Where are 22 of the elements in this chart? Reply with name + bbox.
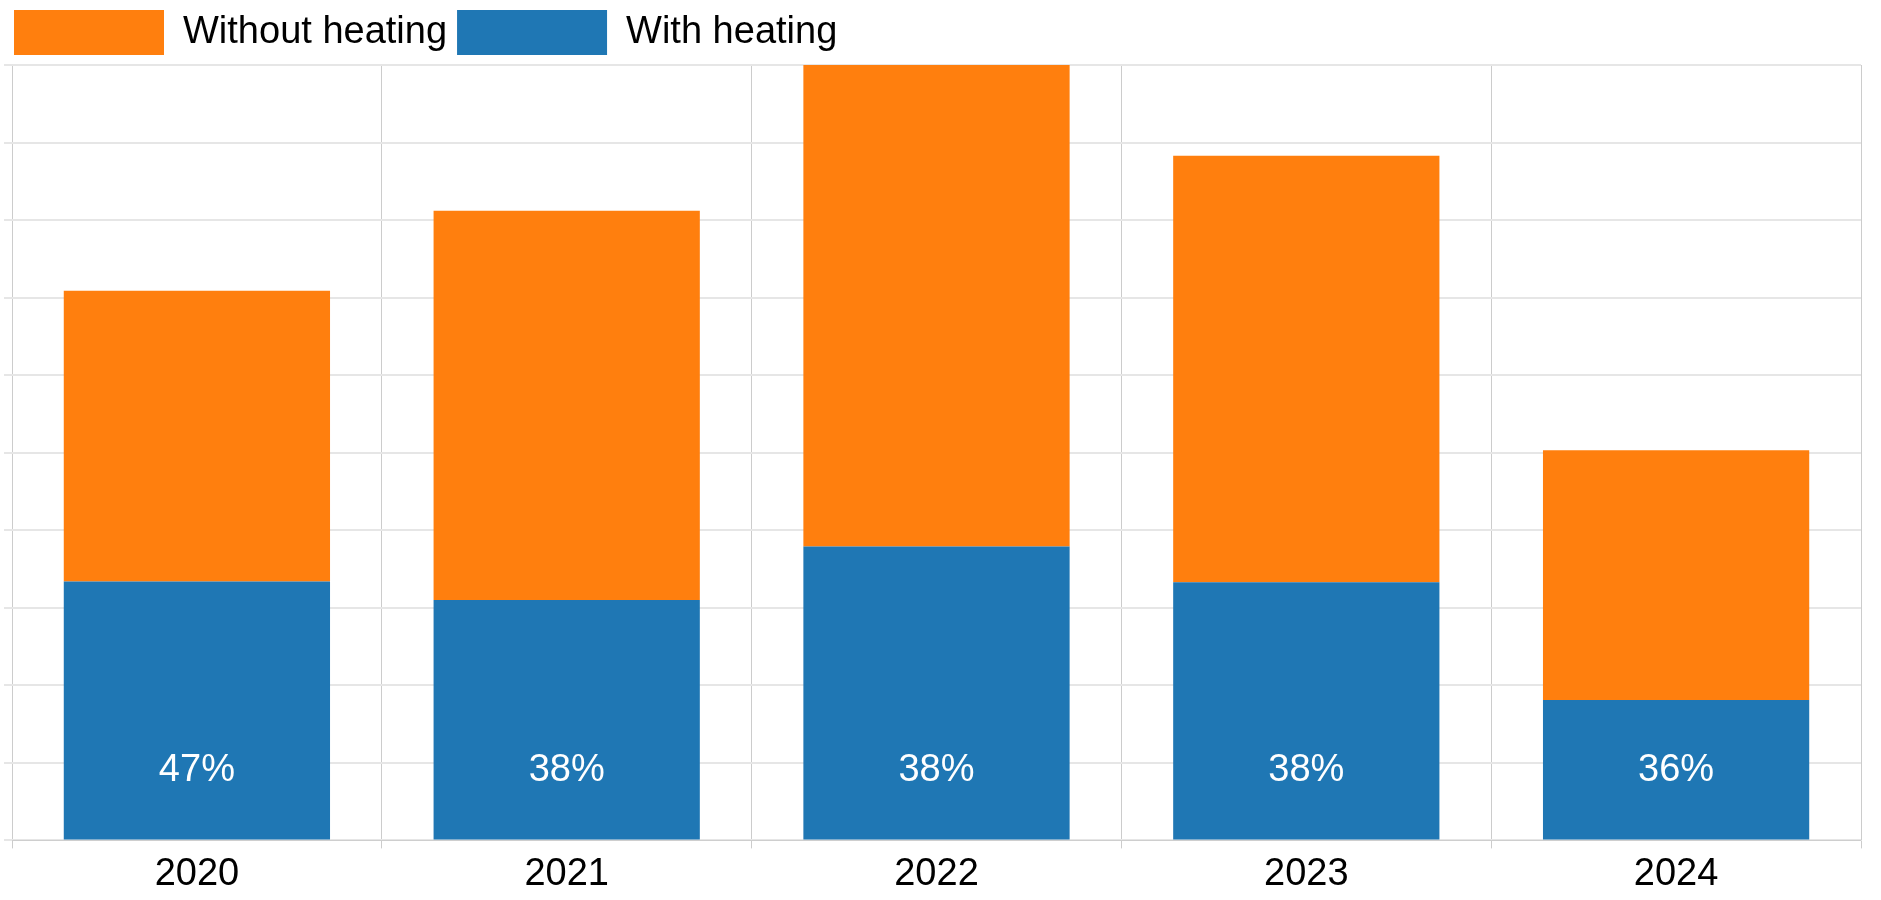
bar: [433, 210, 700, 601]
legend-label: With heating: [626, 8, 838, 51]
annotation: 38%: [1268, 746, 1345, 789]
annotation: 38%: [528, 746, 605, 789]
x-tick-label: 2024: [1633, 850, 1719, 893]
x-tick-label: 2023: [1264, 850, 1349, 893]
x-tick-label: 2020: [154, 850, 240, 893]
annotation: 47%: [158, 746, 235, 789]
x-tick-label: 2021: [524, 850, 609, 893]
bar: [803, 65, 1070, 547]
bar: [1173, 155, 1440, 583]
bar: [1542, 450, 1810, 701]
bar: [433, 600, 700, 840]
bar: [1542, 700, 1810, 840]
bar: [63, 581, 331, 840]
bar: [803, 546, 1070, 840]
bar: [63, 290, 331, 582]
annotation: 36%: [1638, 746, 1715, 789]
bar: [1173, 582, 1440, 840]
legend-label: Without heating: [183, 8, 448, 51]
annotation: 38%: [898, 746, 975, 789]
x-tick-label: 2022: [894, 850, 979, 893]
